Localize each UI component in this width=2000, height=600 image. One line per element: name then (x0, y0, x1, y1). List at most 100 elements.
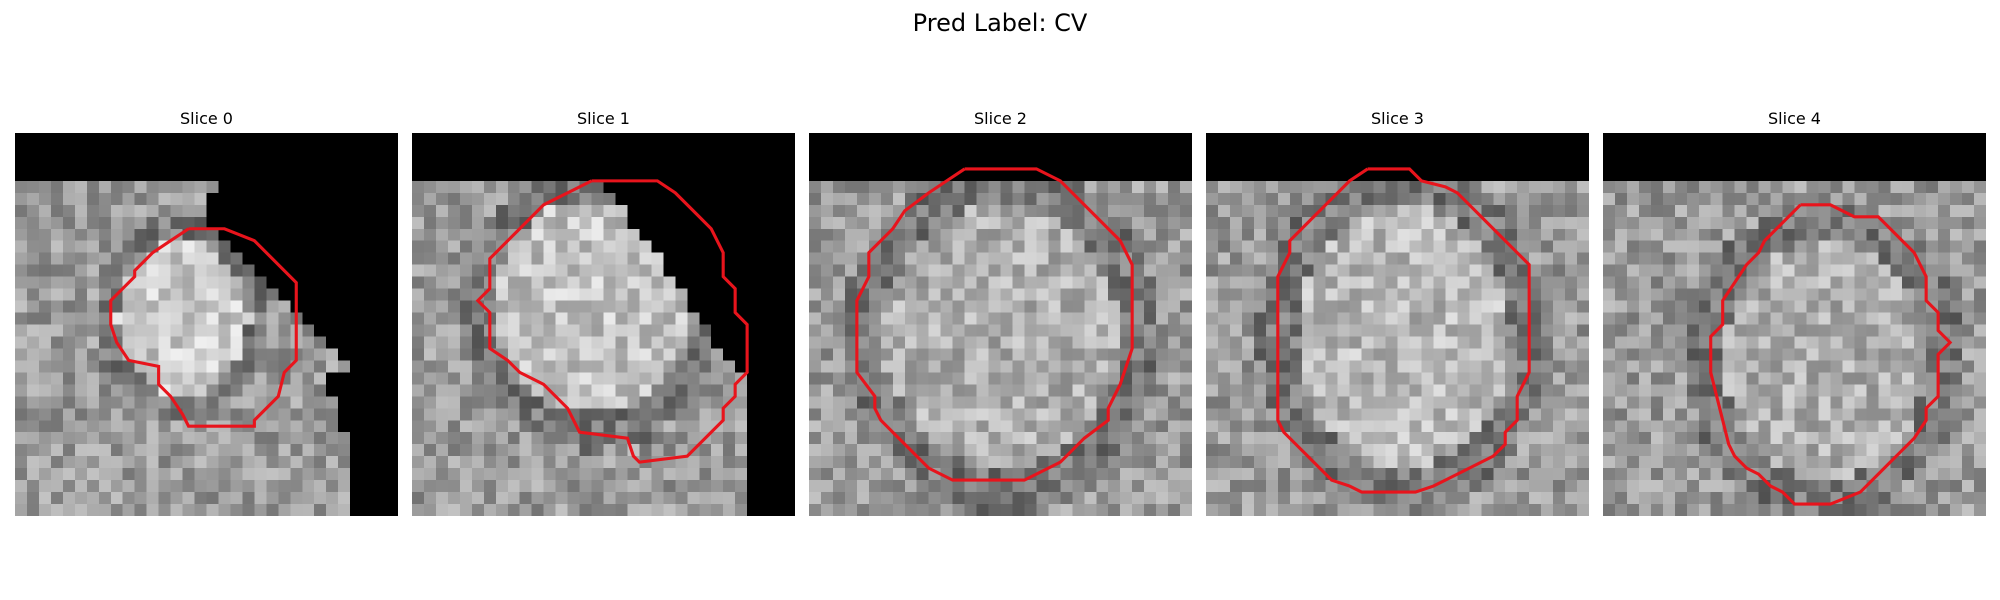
pixel (447, 300, 461, 313)
pixel (26, 396, 40, 409)
pixel (1108, 312, 1121, 325)
pixel (74, 144, 88, 158)
pixel (507, 288, 520, 301)
pixel (1289, 216, 1302, 229)
pixel (771, 133, 784, 146)
pixel (531, 384, 544, 397)
pixel (1277, 240, 1291, 253)
pixel (1397, 408, 1410, 421)
pixel (1854, 312, 1867, 325)
pixel (735, 216, 748, 229)
pixel (1650, 276, 1664, 289)
pixel (1686, 396, 1699, 409)
pixel (206, 264, 219, 277)
pixel (194, 204, 207, 218)
pixel (1385, 144, 1398, 158)
pixel (134, 456, 147, 469)
pixel (844, 336, 858, 349)
pixel (940, 456, 953, 469)
pixel (1000, 432, 1013, 445)
pixel (1650, 204, 1664, 218)
pixel (170, 133, 183, 146)
pixel (832, 492, 846, 505)
pixel (543, 432, 556, 445)
pixel (412, 360, 425, 373)
pixel (1024, 300, 1037, 313)
pixel (820, 336, 834, 349)
pixel (194, 228, 207, 241)
pixel (1674, 336, 1688, 349)
pixel (1674, 456, 1688, 469)
pixel (1084, 372, 1097, 385)
pixel (435, 444, 449, 457)
pixel (1265, 336, 1279, 349)
pixel (1626, 192, 1640, 206)
pixel (1505, 168, 1518, 182)
pixel (1361, 360, 1374, 373)
pixel (771, 384, 784, 397)
pixel (1481, 180, 1494, 194)
pixel (1614, 396, 1628, 409)
pixel (507, 444, 520, 457)
pixel (1229, 264, 1243, 277)
pixel (1036, 420, 1049, 433)
pixel (86, 420, 100, 433)
pixel (50, 133, 64, 146)
pixel (832, 312, 846, 325)
pixel (242, 156, 255, 170)
pixel (1626, 312, 1640, 325)
pixel (1289, 240, 1302, 253)
pixel (1662, 444, 1676, 457)
pixel (1108, 324, 1121, 337)
pixel (1529, 312, 1542, 325)
pixel (86, 300, 100, 313)
pixel (412, 492, 425, 505)
pixel (374, 408, 387, 421)
pixel (1313, 133, 1326, 146)
pixel (1626, 144, 1640, 158)
pixel (362, 204, 375, 218)
pixel (254, 156, 267, 170)
pixel (1409, 240, 1422, 253)
pixel (1565, 480, 1578, 493)
pixel (1385, 336, 1398, 349)
pixel (1782, 192, 1795, 206)
pixel (412, 468, 425, 481)
pixel (699, 420, 712, 433)
pixel (1349, 192, 1362, 206)
pixel (435, 408, 449, 421)
pixel (892, 192, 905, 206)
pixel (1962, 156, 1975, 170)
pixel (1241, 156, 1255, 170)
pixel (1024, 348, 1037, 361)
pixel (1048, 504, 1061, 516)
pixel (663, 504, 676, 516)
pixel (1481, 408, 1494, 421)
pixel (1914, 204, 1927, 218)
pixel (976, 192, 989, 206)
pixel (809, 168, 822, 182)
pixel (1830, 456, 1843, 469)
pixel (1902, 360, 1915, 373)
pixel (1132, 360, 1145, 373)
pixel (687, 492, 700, 505)
pixel (266, 192, 279, 206)
pixel (1469, 216, 1482, 229)
pixel (783, 312, 795, 325)
pixel (519, 228, 532, 241)
pixel (964, 312, 977, 325)
pixel (1132, 240, 1145, 253)
pixel (747, 264, 760, 277)
pixel (1445, 204, 1458, 218)
pixel (663, 228, 676, 241)
pixel (809, 133, 822, 146)
pixel (1722, 228, 1735, 241)
pixel (1206, 360, 1219, 373)
pixel (1553, 432, 1566, 445)
pixel (507, 468, 520, 481)
pixel (687, 420, 700, 433)
pixel (531, 336, 544, 349)
pixel (844, 144, 858, 158)
pixel (1108, 240, 1121, 253)
pixel (699, 288, 712, 301)
